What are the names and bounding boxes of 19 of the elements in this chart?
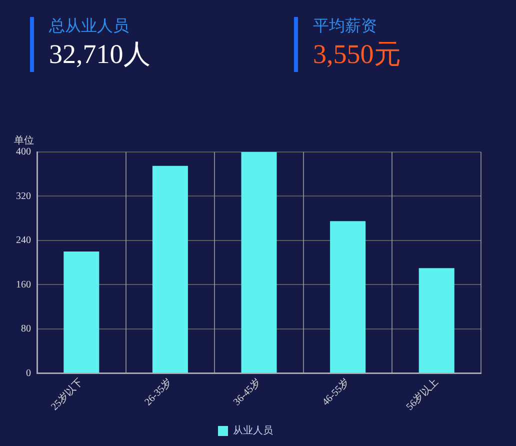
bar [330,221,366,373]
bar [152,166,188,373]
legend-label: 从业人员 [233,424,273,437]
bar [64,252,100,373]
bar [241,152,277,373]
x-tick-label: 56岁以上 [404,376,441,413]
text: 32,710人 [49,38,150,71]
text: 平均薪资 [313,17,378,37]
x-tick-label: 25岁以下 [48,376,86,413]
y-tick-label: 240 [16,235,31,246]
y-axis-title: 单位 [14,134,34,147]
y-tick-label: 320 [16,190,31,202]
y-tick-label: 160 [16,279,31,290]
y-tick-label: 80 [21,324,31,335]
bar [418,268,454,373]
y-tick-label: 0 [26,368,31,379]
text: 3,550元 [313,38,401,71]
text: 总从业人员 [49,17,130,37]
y-tick-label: 400 [16,146,31,158]
